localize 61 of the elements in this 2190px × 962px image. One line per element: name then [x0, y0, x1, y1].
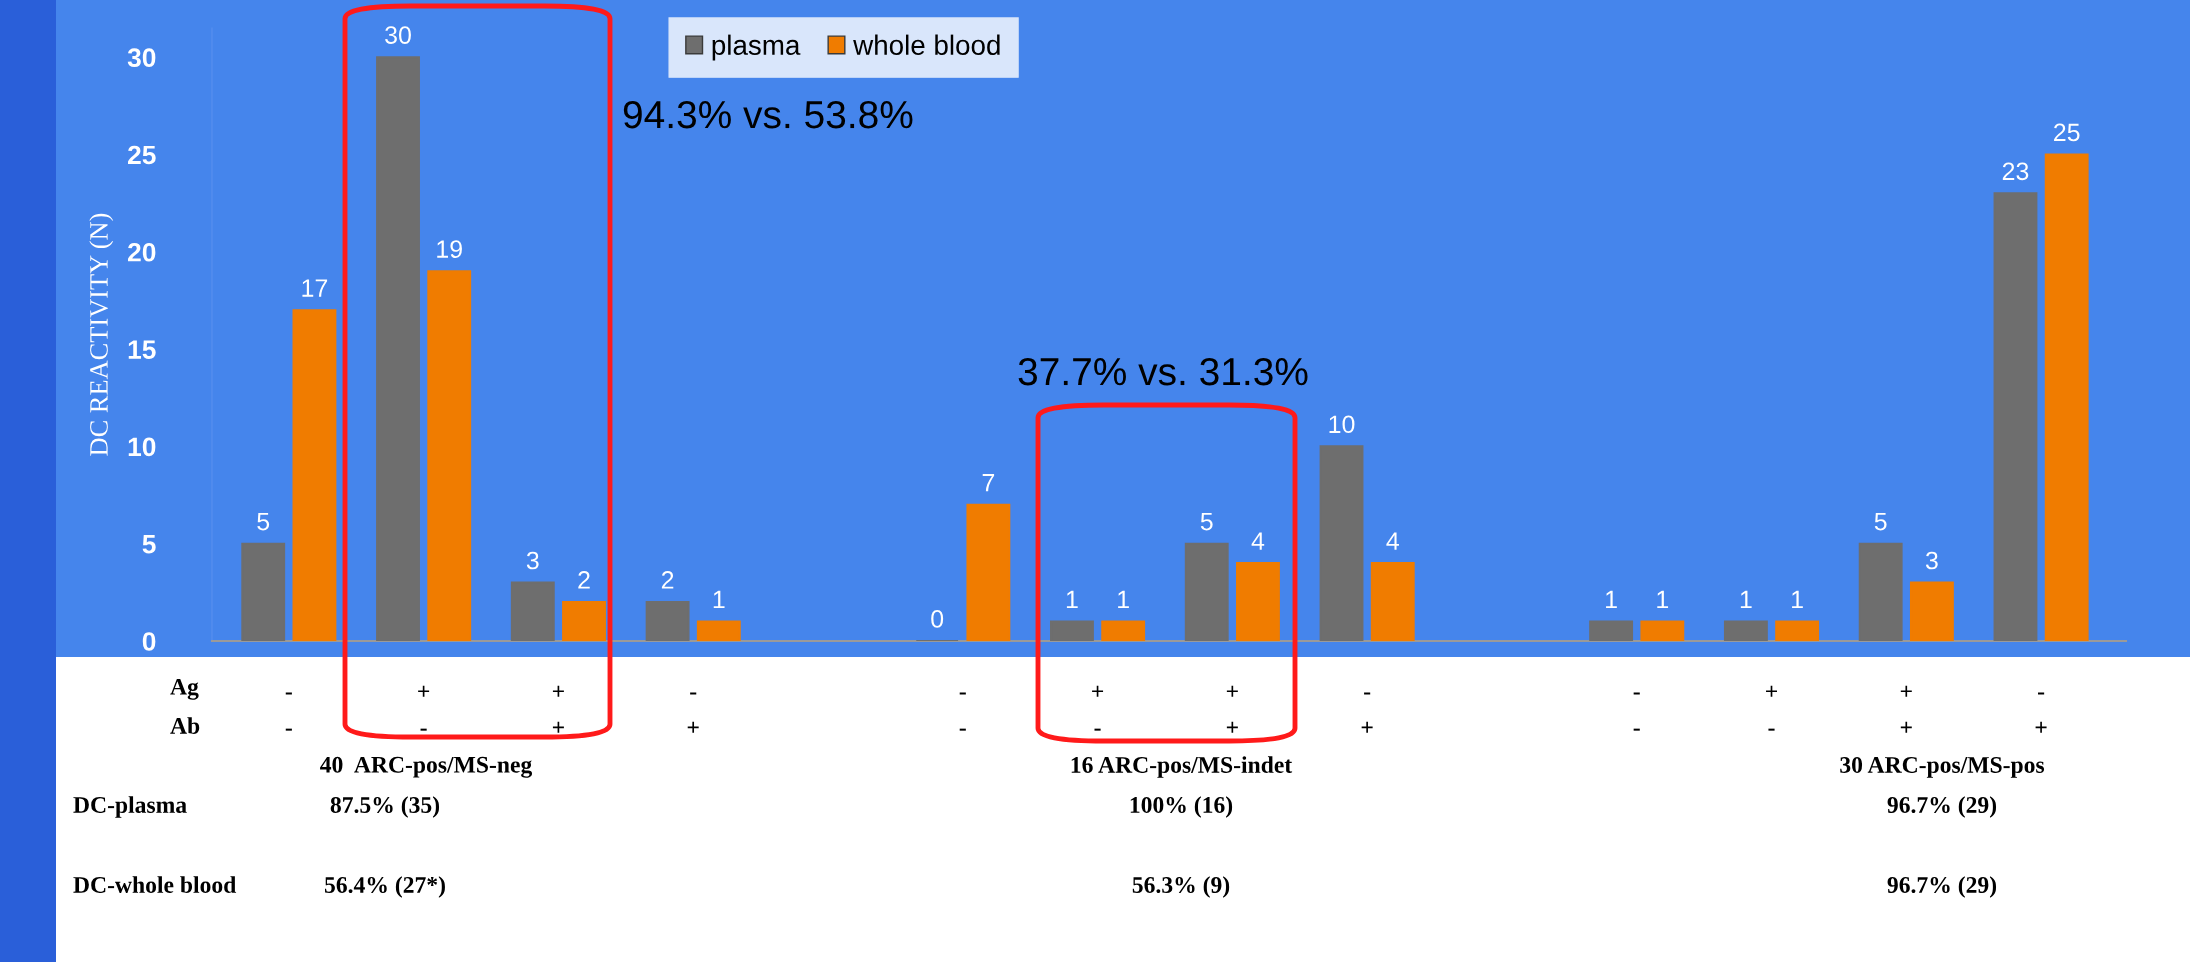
text: 87.5% (35): [330, 796, 440, 818]
y-tick-label: 0: [142, 632, 156, 651]
data-label: 1: [1606, 590, 1617, 609]
data-label: 17: [302, 279, 328, 297]
y-tick-label: 5: [142, 535, 156, 554]
data-label: 1: [1792, 590, 1803, 609]
data-label: 10: [1329, 415, 1355, 434]
y-axis-title: DC REACTIVITY (N): [89, 213, 114, 456]
category-label: - -: [959, 692, 966, 731]
legend-label: plasma: [712, 34, 801, 61]
data-label: 19: [437, 240, 462, 258]
y-tick-label: 15: [128, 340, 156, 359]
x-tick-label: - +: [1361, 692, 1373, 733]
data-label: 1: [1740, 590, 1752, 609]
data-label: 5: [1874, 512, 1887, 531]
category-label: + -: [418, 685, 430, 731]
y-tick-label: 20: [128, 242, 156, 262]
y-tick-label: 10: [128, 437, 156, 457]
text: 96.7% (29): [1887, 876, 1997, 898]
text: 56.4% (27*): [324, 876, 445, 898]
data-label: 30: [385, 26, 411, 44]
text: 96.7% (29): [1887, 796, 1997, 818]
x-tick-label: + +: [552, 685, 564, 733]
data-label: 25: [2054, 123, 2080, 142]
x-tick-label: + +: [1900, 685, 1912, 733]
annotation: 94.3% vs. 53.8%: [623, 100, 913, 129]
text: 16 ARC-pos/MS-indet: [1071, 756, 1293, 778]
legend-label: whole blood: [853, 34, 1000, 56]
data-label: 2: [578, 571, 590, 589]
data-label: 5: [257, 512, 270, 531]
annotation: 37.7% vs. 31.3%: [1018, 357, 1308, 386]
text: Ab: [170, 717, 200, 734]
x-tick-label: + +: [1226, 685, 1238, 733]
text: 40 ARC-pos/MS-neg: [320, 756, 533, 778]
y-tick-label: 25: [128, 145, 156, 165]
data-label: 2: [661, 571, 674, 589]
category-label: + -: [1092, 685, 1104, 731]
category-label: - -: [1633, 692, 1640, 731]
y-tick-label: 30: [127, 48, 156, 68]
data-label: 1: [1066, 590, 1078, 609]
text: DC-plasma: [73, 796, 187, 818]
text: 100% (16): [1130, 796, 1233, 818]
text: 30 ARC-pos/MS-pos: [1840, 756, 2045, 778]
data-label: 1: [1118, 590, 1129, 609]
text: DC-whole blood: [73, 876, 237, 893]
data-label: 1: [713, 590, 725, 609]
text: 56.3% (9): [1132, 876, 1230, 898]
data-label: 4: [1251, 532, 1265, 550]
category-label: + -: [1766, 685, 1777, 731]
data-label: 1: [1657, 590, 1669, 609]
x-tick-label: - +: [2035, 692, 2047, 733]
data-label: 23: [2002, 162, 2029, 181]
category-label: - -: [285, 692, 292, 731]
data-label: 3: [1925, 551, 1938, 570]
text: Ag: [170, 678, 199, 700]
x-tick-label: - +: [687, 692, 699, 733]
data-label: 3: [526, 551, 539, 570]
data-label: 5: [1200, 512, 1213, 531]
data-label: 4: [1386, 532, 1399, 550]
data-label: 0: [931, 610, 944, 628]
data-label: 7: [982, 474, 995, 492]
